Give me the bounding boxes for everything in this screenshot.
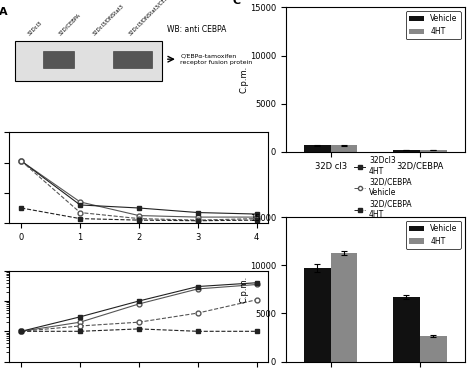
Bar — [420, 150, 447, 152]
Text: C: C — [232, 0, 240, 6]
Bar — [393, 150, 420, 152]
Text: A: A — [0, 7, 8, 17]
Legend: Vehicle, 4HT: Vehicle, 4HT — [406, 221, 461, 249]
Bar — [330, 145, 357, 152]
Text: C/EBPα-tamoxifen
receptor fusion protein: C/EBPα-tamoxifen receptor fusion protein — [181, 54, 253, 65]
Text: 32Dcl3: 32Dcl3 — [27, 20, 43, 37]
Y-axis label: C.p.m.: C.p.m. — [239, 66, 248, 93]
Bar — [304, 145, 330, 152]
Text: 32Dcl3/DNStat3: 32Dcl3/DNStat3 — [91, 4, 125, 37]
Text: 32D/CEBPA: 32D/CEBPA — [58, 13, 82, 37]
Bar — [393, 297, 420, 362]
Bar — [420, 335, 447, 362]
Text: WB: anti CEBPA: WB: anti CEBPA — [167, 24, 227, 34]
Bar — [304, 268, 330, 362]
Text: 32Dcl3/DNStat3/CEBPA: 32Dcl3/DNStat3/CEBPA — [128, 0, 174, 37]
Bar — [330, 253, 357, 362]
Bar — [15, 41, 162, 81]
Y-axis label: C.p.m.: C.p.m. — [239, 276, 248, 303]
Legend: 32Dcl3
Vehicle, 32Dcl3
4HT, 32D/CEBPA
Vehicle, 32D/CEBPA
4HT: 32Dcl3 Vehicle, 32Dcl3 4HT, 32D/CEBPA Ve… — [351, 131, 415, 222]
Bar — [113, 51, 152, 68]
Bar — [43, 51, 74, 68]
Legend: Vehicle, 4HT: Vehicle, 4HT — [406, 11, 461, 39]
Legend: 32Dcl3/DNStat3
Vehicle, 32Dcl3/DNStat3
4HT, 32Dcl3/DNStat3/CEBPA
Vehicle, 32Dcl3: 32Dcl3/DNStat3 Vehicle, 32Dcl3/DNStat3 4… — [323, 270, 433, 361]
